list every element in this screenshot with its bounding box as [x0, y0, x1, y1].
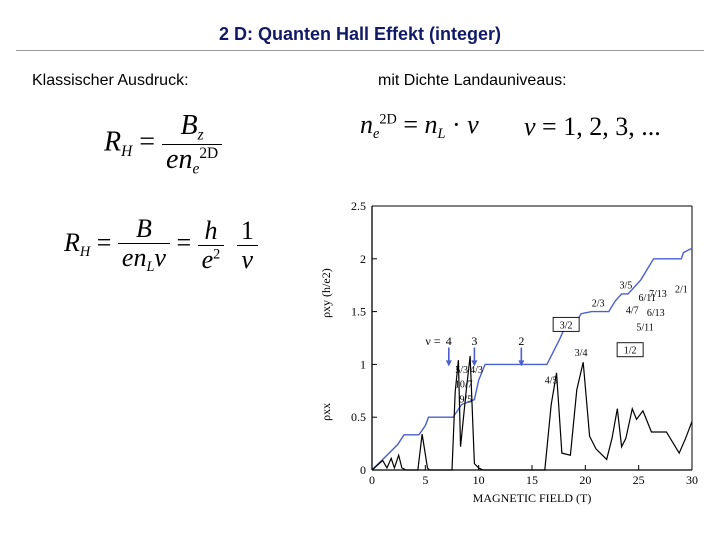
y-tick-label: 2 — [360, 252, 366, 266]
fraction-label: 5/11 — [636, 323, 653, 334]
fraction-label: 5/3 — [455, 365, 468, 376]
f2-e: e — [202, 245, 214, 274]
x-tick-label: 15 — [526, 473, 538, 487]
fraction-label: 7/13 — [649, 289, 667, 300]
plateau-box-label: 1/2 — [624, 346, 637, 357]
fraction-label: 2/3 — [592, 298, 605, 309]
sym-n2: n — [360, 110, 373, 139]
fraction-label: 10/7 — [455, 380, 473, 391]
fraction-label: 4/5 — [545, 375, 558, 386]
fraction-label: 3/4 — [575, 348, 588, 359]
y-tick-label: 0.5 — [351, 410, 366, 424]
fraction-label: 9/5 — [459, 394, 472, 405]
fraction-label: 2/1 — [675, 285, 688, 296]
nu-value: 3 — [471, 334, 477, 348]
f3-den: ν — [237, 247, 258, 273]
rho-xx-curve — [372, 356, 692, 470]
y-axis-label: ρxy (h/e2) — [319, 268, 333, 318]
fraction-label: 4/7 — [626, 306, 639, 317]
sym-Bz-sub: z — [198, 126, 204, 143]
sym-e: e — [166, 144, 178, 175]
label-landau: mit Dichte Landauniveaus: — [378, 72, 567, 90]
fraction-label: 4/3 — [470, 365, 483, 376]
equation-rh-quantum: RH = B enLν = h e2 1 ν — [64, 216, 258, 274]
sym-Bz-B: B — [181, 110, 198, 141]
f2-num: h — [198, 218, 225, 244]
sym-n2-sup: 2D — [379, 112, 396, 128]
sym-eq2: = — [403, 110, 424, 139]
y2-axis-label: ρxx — [319, 403, 333, 421]
sym-eq3: = — [542, 112, 563, 141]
f1-num: B — [118, 216, 170, 242]
fraction-label: 6/13 — [647, 308, 665, 319]
sym-nu3: ν — [524, 112, 536, 141]
slide: 2 D: Quanten Hall Effekt (integer) Klass… — [0, 0, 720, 540]
x-tick-label: 20 — [579, 473, 591, 487]
plateau-box-label: 3/2 — [560, 320, 573, 331]
x-tick-label: 30 — [686, 473, 698, 487]
sym-n-sup: 2D — [199, 145, 218, 162]
fraction-label: 3/5 — [619, 280, 632, 291]
nu-value: 4 — [446, 334, 452, 348]
sym-R: R — [104, 127, 121, 158]
x-tick-label: 25 — [633, 473, 645, 487]
sym-R4-sub: H — [80, 244, 90, 260]
sym-n2-sub: e — [373, 126, 379, 142]
f1-nu: ν — [154, 243, 166, 272]
sym-R-sub: H — [121, 143, 132, 160]
sym-nL-sub: L — [438, 126, 446, 142]
y-tick-label: 0 — [360, 463, 366, 477]
f3-num: 1 — [237, 218, 258, 244]
f2-exp: 2 — [213, 246, 220, 262]
title-underline — [16, 50, 704, 51]
equation-nu-values: ν = 1, 2, 3, ... — [524, 114, 661, 140]
slide-title: 2 D: Quanten Hall Effekt (integer) — [0, 24, 720, 45]
rho-xy-curve — [372, 248, 692, 470]
x-tick-label: 0 — [369, 473, 375, 487]
sym-nu: ν — [467, 110, 479, 139]
f1-n: n — [133, 243, 146, 272]
sym-nu-list: 1, 2, 3, ... — [563, 112, 661, 141]
sym-nL-n: n — [425, 110, 438, 139]
nu-label: ν = — [425, 334, 440, 348]
y-tick-label: 1 — [360, 357, 366, 371]
f1-e: e — [122, 243, 134, 272]
x-tick-label: 5 — [422, 473, 428, 487]
y-tick-label: 1.5 — [351, 305, 366, 319]
nu-value: 2 — [518, 334, 524, 348]
nu-arrowhead — [446, 360, 452, 366]
sym-R4: R — [64, 228, 80, 257]
sym-n: n — [178, 144, 192, 175]
chart-quantum-hall: 0 5 10 15 20 25 30 0 0.5 1 1.5 2 2.5 MAGNETIC FIELD (… — [316, 190, 708, 516]
y-tick-label: 2.5 — [351, 199, 366, 213]
equation-ne2d: ne2D = nL · ν — [360, 112, 479, 141]
nu-arrowhead — [518, 360, 524, 366]
sym-dot: · — [452, 110, 467, 139]
label-classical: Klassischer Ausdruck: — [32, 72, 189, 90]
equation-rh-classical: RH = Bz ene2D — [104, 112, 222, 177]
sym-n-sub: e — [192, 160, 199, 177]
x-tick-label: 10 — [473, 473, 485, 487]
x-axis-label: MAGNETIC FIELD (T) — [473, 491, 592, 505]
